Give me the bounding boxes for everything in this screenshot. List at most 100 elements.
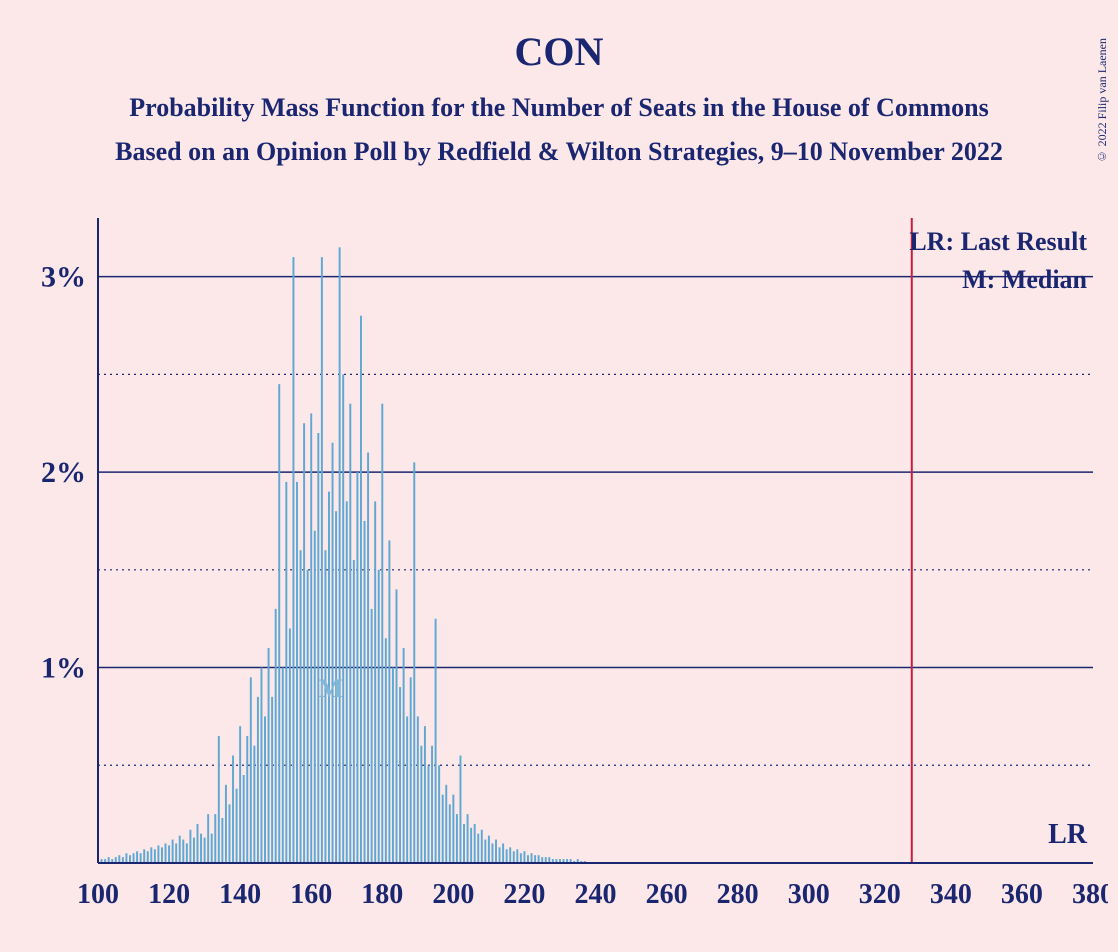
pmf-bar bbox=[406, 716, 408, 863]
pmf-bar bbox=[356, 472, 358, 863]
pmf-bar bbox=[310, 413, 312, 863]
pmf-bar bbox=[403, 648, 405, 863]
pmf-bar bbox=[225, 785, 227, 863]
x-tick-label: 180 bbox=[361, 879, 403, 910]
pmf-bar bbox=[481, 830, 483, 863]
pmf-bar bbox=[531, 853, 533, 863]
pmf-bar bbox=[420, 746, 422, 863]
pmf-bar bbox=[509, 847, 511, 863]
pmf-bar bbox=[513, 851, 515, 863]
pmf-bar bbox=[516, 849, 518, 863]
pmf-bar bbox=[253, 746, 255, 863]
pmf-bar bbox=[491, 843, 493, 863]
pmf-bar bbox=[172, 840, 174, 863]
pmf-bar bbox=[385, 638, 387, 863]
x-tick-label: 360 bbox=[1001, 879, 1043, 910]
pmf-bar bbox=[292, 257, 294, 863]
pmf-bar bbox=[499, 847, 501, 863]
lr-label: LR bbox=[1048, 819, 1088, 850]
pmf-bar bbox=[459, 756, 461, 864]
pmf-bar bbox=[154, 849, 156, 863]
pmf-bar bbox=[321, 257, 323, 863]
chart-container: 1%2%3%1001201401601802002202402602803003… bbox=[28, 218, 1108, 918]
pmf-bar bbox=[438, 765, 440, 863]
pmf-bar bbox=[349, 404, 351, 863]
pmf-bar bbox=[527, 855, 529, 863]
chart-subtitle-1: Probability Mass Function for the Number… bbox=[0, 93, 1118, 123]
pmf-chart: 1%2%3%1001201401601802002202402602803003… bbox=[28, 218, 1108, 918]
pmf-bar bbox=[282, 668, 284, 863]
pmf-bar bbox=[296, 482, 298, 863]
pmf-bar bbox=[260, 668, 262, 863]
pmf-bar bbox=[204, 838, 206, 863]
pmf-bar bbox=[289, 628, 291, 863]
y-tick-label: 3% bbox=[41, 261, 86, 294]
pmf-bar bbox=[364, 521, 366, 863]
pmf-bar bbox=[435, 619, 437, 863]
legend-m: M: Median bbox=[962, 265, 1087, 294]
pmf-bar bbox=[143, 849, 145, 863]
pmf-bar bbox=[424, 726, 426, 863]
pmf-bar bbox=[250, 677, 252, 863]
pmf-bar bbox=[474, 824, 476, 863]
pmf-bar bbox=[218, 736, 220, 863]
pmf-bar bbox=[342, 374, 344, 863]
pmf-bar bbox=[477, 834, 479, 863]
x-tick-label: 320 bbox=[859, 879, 901, 910]
pmf-bar bbox=[278, 384, 280, 863]
pmf-bar bbox=[538, 855, 540, 863]
x-tick-label: 260 bbox=[646, 879, 688, 910]
pmf-bar bbox=[339, 247, 341, 863]
pmf-bar bbox=[371, 609, 373, 863]
pmf-bar bbox=[367, 453, 369, 863]
pmf-bar bbox=[392, 668, 394, 863]
pmf-bar bbox=[118, 855, 120, 863]
pmf-bar bbox=[452, 795, 454, 863]
pmf-bar bbox=[495, 840, 497, 863]
pmf-bar bbox=[157, 845, 159, 863]
pmf-bar bbox=[271, 697, 273, 863]
pmf-bar bbox=[484, 840, 486, 863]
pmf-bar bbox=[399, 687, 401, 863]
pmf-bar bbox=[147, 851, 149, 863]
pmf-bar bbox=[463, 824, 465, 863]
pmf-bar bbox=[449, 804, 451, 863]
pmf-bar bbox=[214, 814, 216, 863]
pmf-bar bbox=[246, 736, 248, 863]
x-tick-label: 220 bbox=[503, 879, 545, 910]
pmf-bar bbox=[236, 789, 238, 863]
pmf-bar bbox=[520, 853, 522, 863]
x-tick-label: 280 bbox=[717, 879, 759, 910]
pmf-bar bbox=[374, 501, 376, 863]
pmf-bar bbox=[388, 541, 390, 864]
pmf-bar bbox=[285, 482, 287, 863]
pmf-bar bbox=[346, 501, 348, 863]
pmf-bar bbox=[168, 845, 170, 863]
pmf-bar bbox=[207, 814, 209, 863]
pmf-bar bbox=[413, 462, 415, 863]
pmf-bar bbox=[332, 443, 334, 863]
pmf-bar bbox=[133, 853, 135, 863]
x-tick-label: 240 bbox=[575, 879, 617, 910]
legend-lr: LR: Last Result bbox=[909, 227, 1087, 256]
pmf-bar bbox=[161, 847, 163, 863]
pmf-bar bbox=[211, 834, 213, 863]
pmf-bar bbox=[275, 609, 277, 863]
pmf-bar bbox=[417, 716, 419, 863]
y-tick-label: 2% bbox=[41, 456, 86, 489]
pmf-bar bbox=[314, 531, 316, 863]
pmf-bar bbox=[506, 849, 508, 863]
y-tick-label: 1% bbox=[41, 652, 86, 685]
pmf-bar bbox=[378, 570, 380, 863]
pmf-bar bbox=[396, 589, 398, 863]
pmf-bar bbox=[442, 795, 444, 863]
median-label: M bbox=[318, 674, 343, 703]
x-tick-label: 100 bbox=[77, 879, 119, 910]
pmf-bar bbox=[307, 570, 309, 863]
pmf-bar bbox=[243, 775, 245, 863]
x-tick-label: 340 bbox=[930, 879, 972, 910]
pmf-bar bbox=[186, 843, 188, 863]
pmf-bar bbox=[523, 851, 525, 863]
chart-title: CON bbox=[0, 28, 1118, 75]
pmf-bar bbox=[317, 433, 319, 863]
